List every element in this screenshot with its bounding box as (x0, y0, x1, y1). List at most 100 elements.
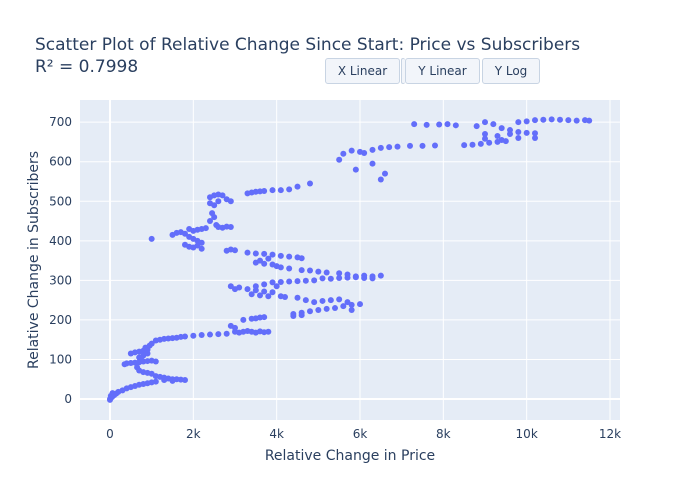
data-point (361, 150, 368, 157)
y-linear-button[interactable]: Y Linear (405, 58, 480, 84)
data-point (369, 275, 376, 282)
data-point (311, 277, 318, 284)
data-point (352, 274, 359, 281)
data-point (352, 166, 359, 173)
data-point (244, 286, 251, 293)
data-point (315, 268, 322, 275)
data-point (252, 250, 259, 257)
data-point (523, 129, 530, 136)
data-point (586, 117, 593, 124)
data-point (269, 251, 276, 258)
data-point (436, 121, 443, 128)
data-point (515, 134, 522, 141)
gridlines (80, 100, 620, 420)
data-point (307, 308, 313, 315)
data-point (261, 260, 268, 267)
data-point (311, 299, 318, 306)
data-point (323, 305, 330, 312)
data-point (298, 255, 305, 262)
data-point (277, 264, 284, 271)
data-point (277, 187, 284, 194)
data-point (148, 340, 155, 347)
data-point (265, 328, 272, 335)
data-point (282, 293, 288, 300)
data-point (573, 117, 580, 124)
data-point (444, 121, 451, 128)
x-tick-label: 10k (516, 427, 538, 441)
y-tick-labels: 0 100 200 300 400 500 600 700 (49, 115, 72, 406)
data-point (265, 255, 272, 262)
data-point (323, 269, 330, 276)
data-point (315, 307, 322, 314)
data-point (336, 274, 343, 281)
chart-title: Scatter Plot of Relative Change Since St… (35, 35, 581, 55)
data-point (261, 187, 268, 194)
data-point (261, 314, 268, 321)
x-tick-labels: 0 2k 4k 6k 8k 10k 12k (106, 427, 621, 441)
data-point (215, 331, 222, 338)
data-point (261, 288, 268, 295)
x-linear-button[interactable]: X Linear (325, 58, 400, 84)
y-tick-label: 700 (49, 115, 72, 129)
data-point (219, 192, 226, 199)
data-point (227, 223, 234, 230)
data-point (357, 301, 363, 308)
x-axis-label: Relative Change in Price (265, 448, 435, 464)
data-point (252, 283, 259, 290)
data-point (152, 378, 159, 385)
data-point (494, 132, 501, 139)
data-point (152, 358, 159, 365)
data-point (202, 225, 209, 232)
data-point (269, 187, 276, 194)
data-point (336, 270, 343, 277)
data-point (344, 274, 351, 281)
x-tick-label: 12k (599, 427, 621, 441)
y-tick-label: 200 (49, 313, 72, 327)
data-point (340, 303, 347, 310)
data-point (319, 297, 326, 304)
data-point (198, 331, 205, 338)
data-point (261, 250, 268, 257)
data-point (302, 297, 309, 304)
y-tick-label: 400 (49, 234, 72, 248)
data-point (307, 180, 313, 187)
data-point (377, 176, 384, 183)
data-point (332, 305, 338, 312)
data-point (482, 119, 488, 126)
data-point (286, 265, 293, 272)
data-point (532, 130, 538, 137)
data-point (469, 141, 476, 148)
data-point (298, 312, 305, 319)
data-point (515, 119, 522, 126)
data-point (265, 293, 272, 300)
data-point (473, 123, 480, 130)
data-point (198, 245, 205, 252)
data-point (361, 274, 368, 281)
data-point (138, 356, 145, 363)
data-point (490, 121, 497, 128)
data-point (477, 140, 484, 147)
data-points (107, 116, 593, 403)
data-point (290, 312, 297, 319)
data-point (532, 134, 538, 141)
data-point (277, 252, 284, 259)
data-point (336, 156, 343, 163)
data-point (482, 131, 488, 138)
data-point (486, 139, 493, 146)
data-point (419, 142, 426, 149)
data-point (232, 247, 238, 254)
y-log-button[interactable]: Y Log (482, 58, 540, 84)
data-point (348, 147, 355, 154)
data-point (286, 253, 293, 260)
data-point (257, 257, 263, 264)
data-point (411, 121, 418, 128)
data-point (482, 135, 488, 142)
data-point (515, 129, 522, 136)
data-point (161, 377, 168, 384)
data-point (523, 118, 530, 125)
data-point (298, 267, 305, 274)
data-point (394, 143, 401, 150)
y-axis-label: Relative Change in Subscribers (26, 151, 42, 369)
